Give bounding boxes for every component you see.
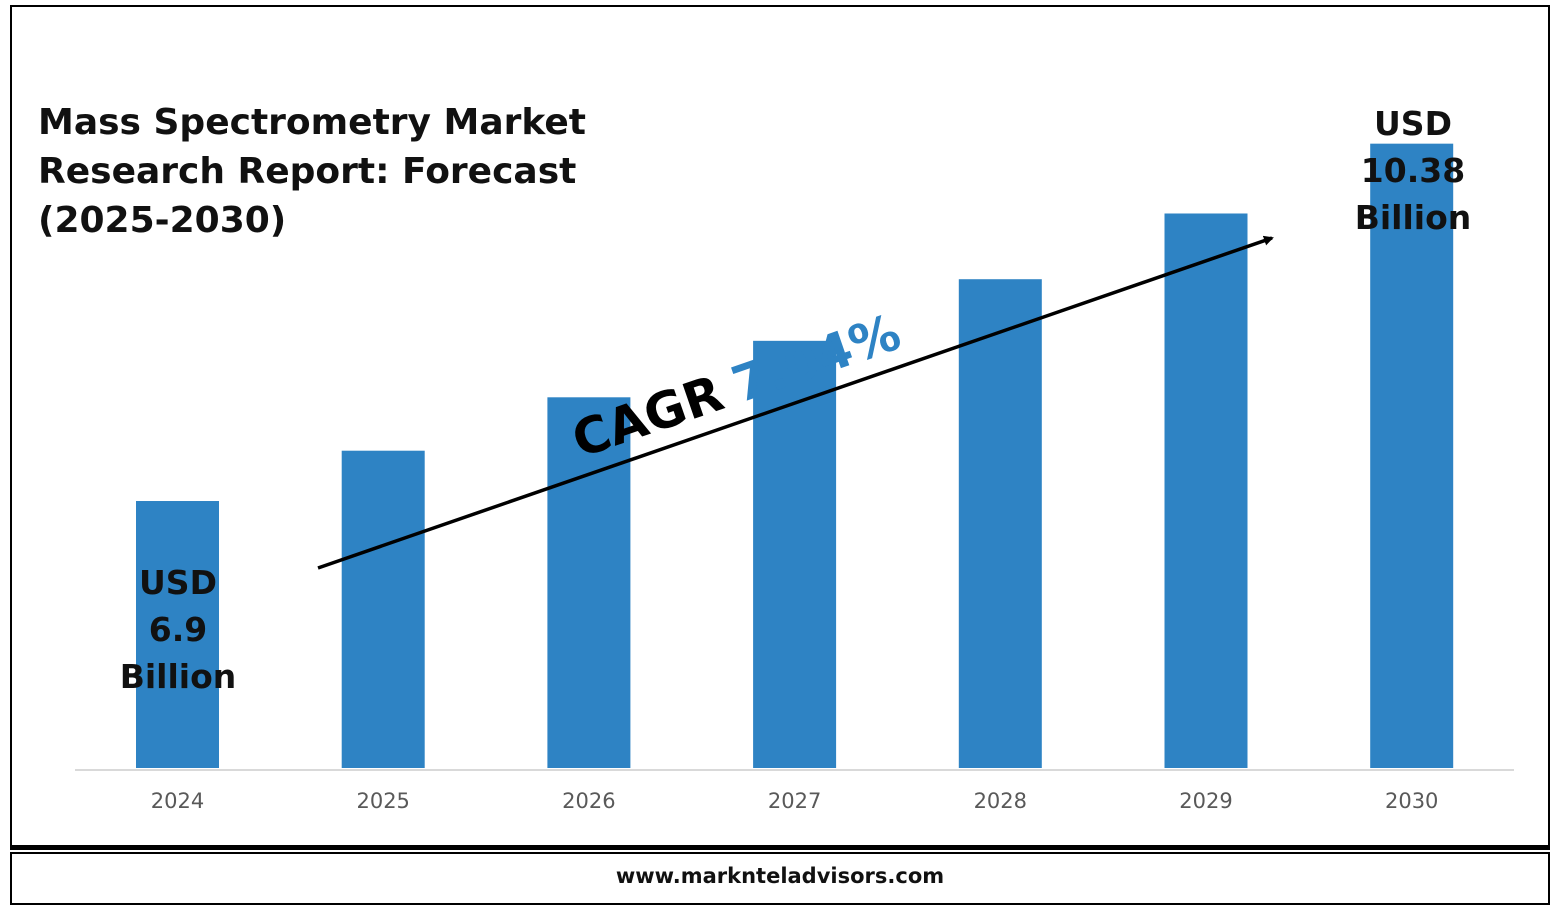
start-annotation-line-2: Billion (120, 657, 237, 696)
x-tick-label-2027: 2027 (768, 789, 821, 813)
x-tick-label-2026: 2026 (562, 789, 615, 813)
start-annotation-line-1: 6.9 (149, 610, 207, 649)
bar-2024 (136, 501, 219, 768)
bar-2025 (341, 450, 425, 768)
x-tick-label-2028: 2028 (974, 789, 1027, 813)
start-value-label: USD 6.9 Billion (120, 563, 237, 696)
chart-title: Mass Spectrometry Market Research Report… (38, 102, 587, 241)
footer: www.marknteladvisors.com (10, 852, 1550, 905)
x-tick-label-2025: 2025 (356, 789, 409, 813)
bar-2030 (1370, 143, 1454, 769)
cagr-arrow (317, 235, 1274, 570)
cagr-label: CAGR7.04% (565, 303, 908, 469)
end-annotation-line-1: 10.38 (1361, 151, 1465, 190)
bar-2028 (958, 279, 1042, 768)
x-tick-label-2030: 2030 (1385, 789, 1438, 813)
end-annotation-line-2: Billion (1355, 198, 1472, 237)
end-annotation-line-0: USD (1374, 104, 1452, 143)
bar-2026 (547, 397, 631, 768)
x-tick-label-2024: 2024 (151, 789, 204, 813)
bar-2029 (1164, 213, 1248, 768)
start-annotation-line-0: USD (139, 563, 217, 602)
x-tick-label-2029: 2029 (1179, 789, 1232, 813)
footer-url[interactable]: www.marknteladvisors.com (615, 864, 945, 888)
end-value-label: USD 10.38 Billion (1355, 104, 1472, 237)
